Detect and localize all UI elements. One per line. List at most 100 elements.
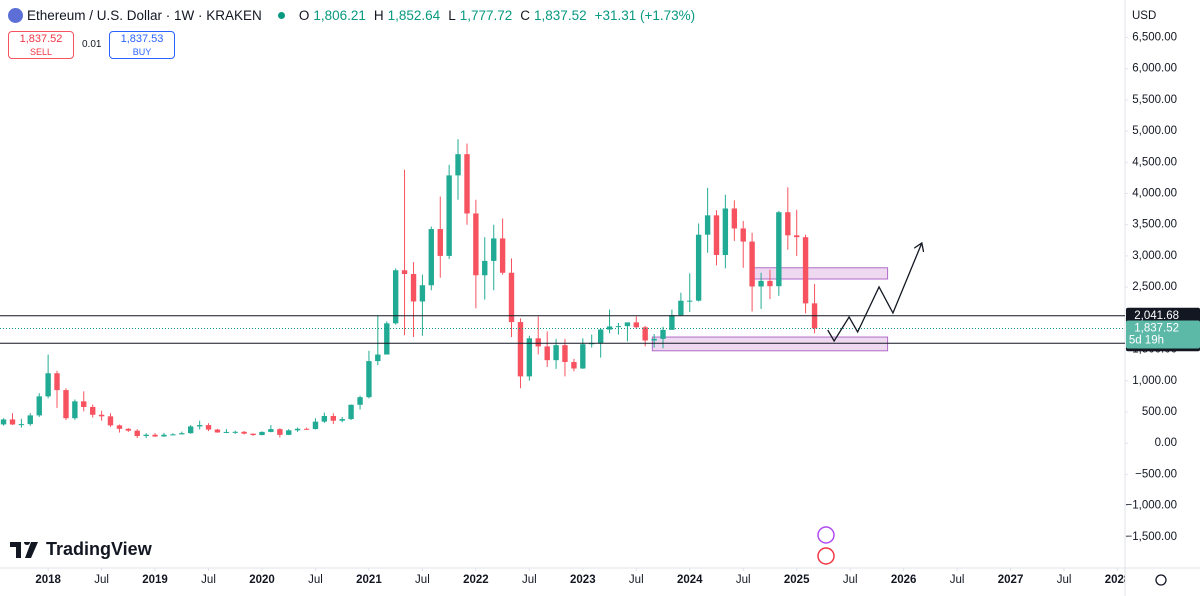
event-icon[interactable] [817, 526, 835, 544]
x-tick-label: Jul [94, 574, 109, 586]
candle-body [268, 429, 274, 432]
candle-body [152, 434, 158, 437]
candle-body [125, 428, 132, 431]
x-tick-label: 2025 [784, 574, 810, 586]
candle-body [660, 329, 666, 339]
candle-body [687, 300, 693, 302]
candle-body [179, 433, 185, 435]
candle-body [615, 326, 622, 328]
candle-body [785, 212, 791, 236]
x-tick-label: 2026 [891, 574, 917, 586]
currency[interactable]: USD [1132, 10, 1157, 22]
zone [753, 267, 889, 280]
ohlc-key: H [373, 8, 384, 23]
x-tick-label: 2018 [35, 574, 61, 586]
x-tick-label: 2020 [249, 574, 275, 586]
sell-button[interactable]: 1,837.52 SELL [8, 31, 74, 59]
candle-body [419, 285, 426, 302]
y-tick-label: 6,000.00 [1132, 63, 1177, 75]
candle-body [45, 373, 51, 397]
y-tick-label: 2,500.00 [1132, 281, 1177, 293]
y-tick-label: 4,000.00 [1132, 188, 1177, 200]
x-tick-label: Jul [736, 574, 751, 586]
candle-body [312, 421, 319, 430]
candle-body [54, 373, 60, 391]
candle-body [63, 390, 69, 419]
candle-body [562, 345, 568, 363]
candle-body [339, 419, 345, 421]
y-tick-label: 4,500.00 [1132, 156, 1177, 168]
brand-logo [10, 541, 38, 558]
buy-button[interactable]: 1,837.53 BUY [109, 31, 175, 59]
candle-body [107, 416, 114, 426]
symbol[interactable]: Ethereum / U.S. Dollar · 1W · KRAKEN [27, 8, 262, 23]
projection-path [827, 243, 922, 343]
candle-body [250, 433, 256, 436]
status-dot [277, 12, 285, 19]
candle-body [187, 426, 194, 434]
candle-body [214, 429, 221, 433]
candle-body [223, 431, 230, 433]
event-icons[interactable] [817, 526, 835, 565]
candle-body [446, 175, 452, 256]
ohlc-key: C [520, 8, 531, 23]
x-tick-label: Jul [308, 574, 323, 586]
x-tick-label: 2027 [998, 574, 1024, 586]
candle-body [27, 415, 33, 425]
candle-body [473, 213, 479, 276]
y-tick-label: −1,000.00 [1126, 500, 1177, 512]
candle-body [526, 338, 533, 377]
y-tick-label: 3,000.00 [1132, 250, 1177, 262]
candle-body [508, 272, 515, 323]
x-tick-label: Jul [843, 574, 858, 586]
candle-body [170, 434, 176, 436]
candle-body [544, 346, 550, 361]
ohlc-key: O [298, 8, 310, 23]
candle-body [517, 322, 524, 377]
candle-body [669, 315, 675, 330]
candle-body [428, 229, 434, 286]
settings-icon[interactable] [1155, 574, 1167, 586]
x-tick-label: 2019 [142, 574, 168, 586]
candle-body [90, 406, 96, 415]
candle-body [321, 416, 328, 422]
change: +31.31 (+1.73%) [594, 8, 696, 23]
y-tick-label: 5,500.00 [1132, 94, 1177, 106]
candle-body [794, 235, 800, 238]
x-tick-label: 2021 [356, 574, 382, 586]
candle-body [401, 270, 408, 275]
candle-body [776, 212, 782, 287]
level-tag [1126, 307, 1200, 324]
candle-body [348, 404, 354, 420]
ohlc-key: L [448, 8, 456, 23]
candle-body [375, 354, 381, 362]
candle-body [366, 361, 372, 398]
candle-body [597, 329, 604, 343]
candle-body [294, 428, 301, 431]
buy-label: BUY [132, 47, 152, 57]
brand-name: TradingView [46, 539, 152, 559]
sell-price: 1,837.52 [19, 33, 63, 45]
candle-body [499, 238, 506, 273]
event-icon[interactable] [817, 547, 835, 565]
candle-body [143, 434, 149, 436]
y-tick-label: −1,500.00 [1126, 531, 1177, 543]
buy-price: 1,837.53 [120, 33, 164, 45]
y-tick-label: −500.00 [1135, 468, 1177, 480]
x-tick-label: Jul [415, 574, 430, 586]
candle-body [241, 431, 247, 434]
candle-body [704, 215, 711, 235]
candle-body [0, 419, 7, 425]
brand: TradingView [10, 539, 152, 560]
y-tick-label: 6,500.00 [1132, 31, 1177, 43]
candle-body [740, 228, 746, 242]
ohlc-value: 1,806.21 [313, 8, 366, 23]
x-tick-label: Jul [522, 574, 537, 586]
candle-body [384, 323, 390, 355]
candle-body [196, 425, 203, 427]
x-tick-label: Jul [201, 574, 216, 586]
level-label: 2,041.68 [1134, 310, 1179, 322]
candle-body [731, 208, 738, 229]
candle-body [642, 327, 648, 341]
